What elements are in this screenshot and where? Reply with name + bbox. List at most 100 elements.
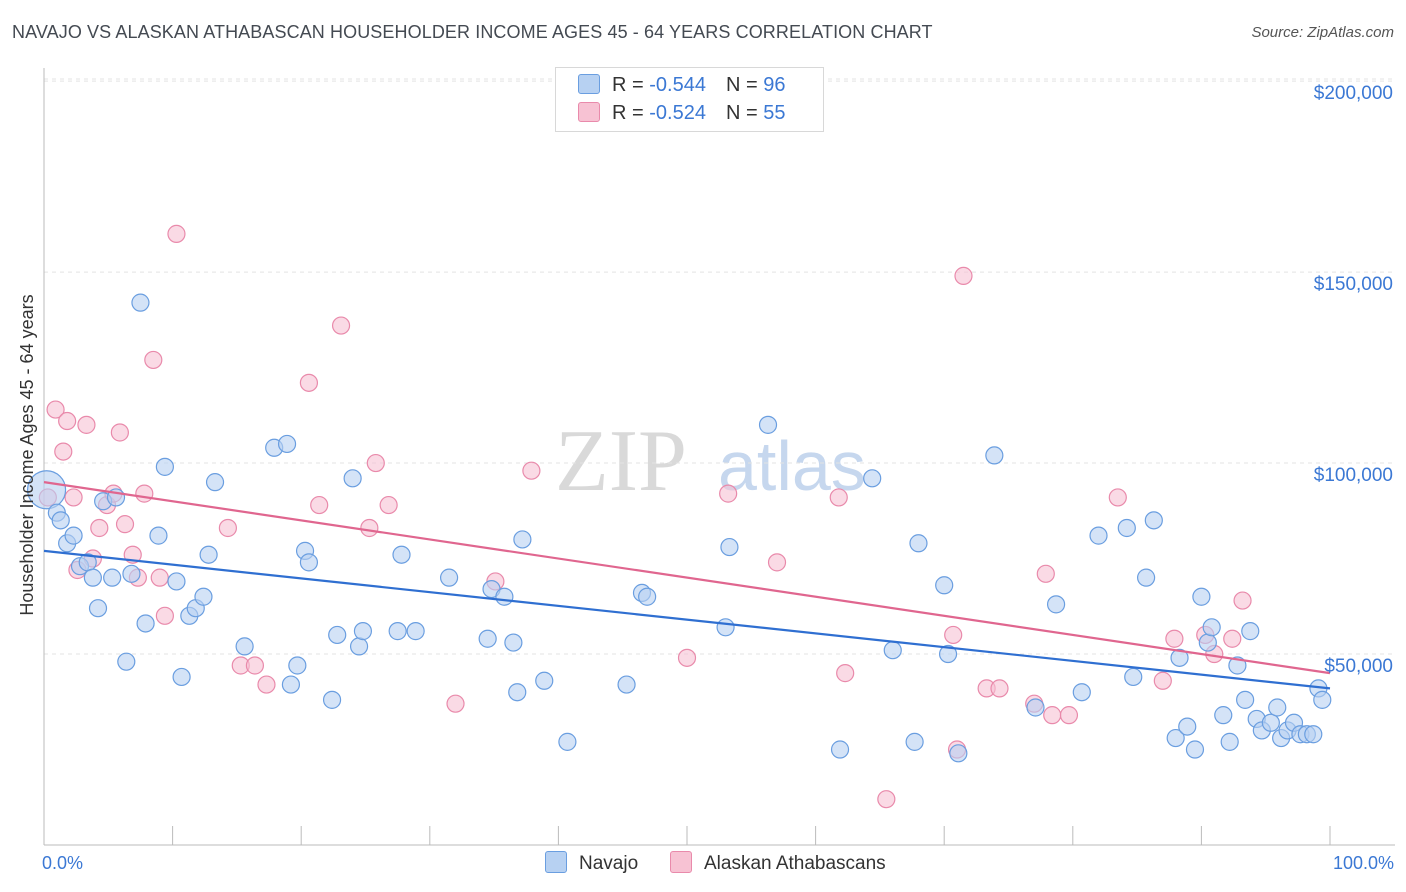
axes — [43, 68, 1395, 846]
navajo-point — [299, 553, 319, 572]
navajo-point — [1220, 732, 1239, 751]
navajo-point — [1236, 690, 1255, 709]
alaskan-trend-line — [43, 481, 1331, 675]
navajo-point — [1178, 717, 1197, 736]
navajo-point — [1072, 683, 1091, 702]
alaskan-point — [331, 316, 351, 335]
navajo-point — [149, 526, 168, 545]
navajo-point — [122, 564, 141, 583]
navajo-point — [1261, 713, 1280, 732]
navajo-point — [1185, 740, 1205, 759]
alaskan-point — [90, 518, 109, 538]
alaskan-point — [115, 515, 135, 534]
navajo-point — [1202, 618, 1221, 637]
navajo-point — [64, 526, 83, 545]
navajo-point — [1117, 518, 1136, 538]
navajo-point — [1089, 526, 1108, 545]
navajo-point — [863, 469, 882, 488]
navajo-point — [513, 530, 532, 549]
navajo-point — [1214, 706, 1233, 725]
navajo-point — [388, 622, 407, 641]
navajo-point — [1192, 587, 1211, 606]
navajo-point — [905, 732, 924, 751]
navajo-point — [638, 587, 657, 606]
navajo-point — [117, 652, 136, 671]
navajo-point — [535, 671, 554, 690]
navajo-point — [909, 534, 928, 553]
alaskan-swatch — [578, 102, 600, 122]
navajo-point — [935, 576, 954, 595]
navajo-point — [277, 434, 297, 454]
bottom-navajo-label: Navajo — [579, 853, 639, 874]
alaskan-point — [1153, 671, 1172, 690]
source-label: Source: ZipAtlas.com — [1251, 24, 1394, 41]
alaskan-point — [767, 553, 787, 572]
alaskan-point — [1043, 706, 1062, 725]
navajo-point — [949, 744, 968, 763]
navajo-point — [720, 537, 739, 557]
navajo-point — [392, 545, 411, 564]
navajo-point — [199, 545, 218, 564]
alaskan-point — [167, 224, 186, 243]
navajo-point — [1313, 690, 1332, 709]
alaskan-point — [366, 453, 385, 473]
y-tick-label: $150,000 — [1314, 274, 1393, 295]
navajo-point — [1241, 622, 1260, 641]
watermark: ZIP atlas — [555, 413, 866, 510]
alaskan-point — [77, 415, 96, 434]
navajo-point — [1166, 728, 1185, 748]
navajo-point — [1170, 648, 1189, 667]
navajo-point — [235, 637, 254, 656]
alaskan-point — [46, 400, 65, 419]
alaskan-point — [135, 484, 154, 503]
navajo-point — [1124, 667, 1143, 687]
navajo-point — [194, 587, 213, 606]
alaskan-point — [719, 484, 738, 503]
alaskan-point — [299, 373, 319, 392]
navajo-r-value: -0.544 — [649, 74, 706, 96]
alaskan-point — [877, 790, 896, 809]
navajo-point — [508, 683, 527, 702]
x-tick-label-max: 100.0% — [1333, 853, 1394, 873]
navajo-point — [617, 675, 636, 694]
alaskan-point — [677, 648, 697, 667]
legend-row-alaskan: R = -0.524 N = 55 — [578, 102, 785, 130]
navajo-point — [172, 667, 191, 687]
navajo-point — [83, 568, 102, 587]
alaskan-point — [58, 411, 77, 431]
navajo-point — [758, 415, 778, 434]
navajo-point — [1268, 698, 1287, 717]
navajo-point — [1144, 511, 1163, 530]
navajo-point — [1046, 595, 1066, 614]
y-tick-labels: $200,000 $150,000 $100,000 $50,000 — [1314, 83, 1393, 677]
alaskan-point — [1108, 488, 1127, 507]
y-tick-label: $100,000 — [1314, 465, 1393, 486]
navajo-point — [1304, 725, 1323, 744]
navajo-point — [830, 740, 850, 759]
navajo-point — [353, 622, 373, 641]
alaskan-point — [218, 518, 237, 538]
navajo-point — [328, 625, 347, 645]
alaskan-point — [150, 568, 169, 587]
alaskan-point — [446, 694, 465, 713]
alaskan-point — [1223, 629, 1242, 648]
alaskan-point — [1036, 564, 1055, 583]
bottom-alaskan-label: Alaskan Athabascans — [704, 853, 886, 874]
legend-row-navajo: R = -0.544 N = 96 — [578, 74, 785, 102]
alaskan-point — [990, 679, 1009, 698]
navajo-point — [1026, 698, 1045, 717]
navajo-point — [281, 675, 301, 694]
navajo-point — [938, 644, 958, 664]
alaskan-point — [522, 461, 541, 480]
navajo-point — [478, 629, 497, 648]
alaskan-point — [1059, 706, 1079, 725]
alaskan-point — [155, 606, 174, 625]
y-tick-label: $50,000 — [1324, 656, 1393, 677]
alaskan-point — [954, 266, 973, 285]
bottom-navajo-swatch — [545, 851, 567, 873]
correlation-legend: R = -0.544 N = 96 R = -0.524 N = 55 — [555, 67, 824, 132]
alaskan-point — [1165, 629, 1184, 648]
navajo-point — [322, 690, 342, 709]
y-tick-label: $200,000 — [1314, 83, 1393, 104]
